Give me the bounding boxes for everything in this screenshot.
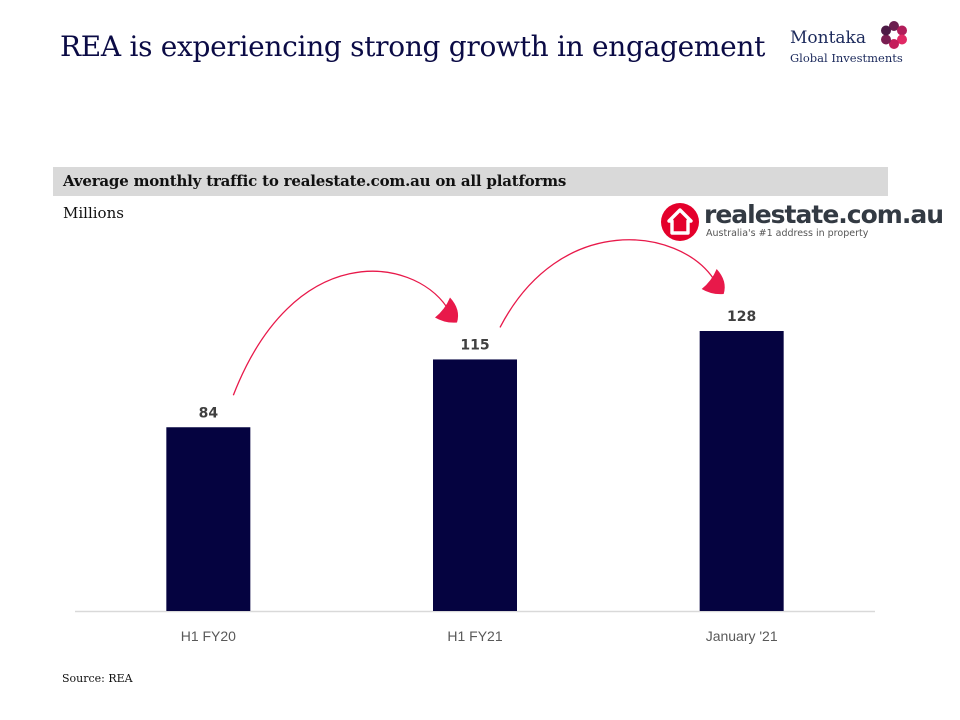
data-label-1: 115 [460,337,489,353]
growth-arrow-0 [232,270,448,396]
montaka-logo: Montaka Global Investments [790,20,920,70]
flower-logo-icon [881,21,907,49]
arrowhead-icon-1 [701,269,725,295]
bar-0 [166,427,251,611]
logo-subname: Global Investments [790,51,903,65]
y-axis-unit-label: Millions [63,204,124,222]
chart-title-band: Average monthly traffic to realestate.co… [53,167,888,196]
chart-title: Average monthly traffic to realestate.co… [63,172,567,190]
x-tick-label-1: H1 FY21 [447,628,502,644]
arrowhead-icon-0 [435,297,459,323]
x-tick-label-0: H1 FY20 [181,628,236,644]
bar-2 [699,331,784,611]
page-title: REA is experiencing strong growth in eng… [60,30,766,63]
brand-name: realestate.com.au [704,200,944,229]
data-label-0: 84 [199,405,219,421]
brand-tagline: Australia's #1 address in property [706,228,869,239]
logo-name: Montaka [790,28,866,48]
bar-1 [433,359,517,611]
realestate-logo: realestate.com.au Australia's #1 address… [660,200,944,245]
house-icon [661,203,699,241]
source-note: Source: REA [62,672,133,685]
data-label-2: 128 [727,309,756,325]
growth-arrow-1 [499,239,715,328]
x-tick-label-2: January '21 [706,628,778,644]
